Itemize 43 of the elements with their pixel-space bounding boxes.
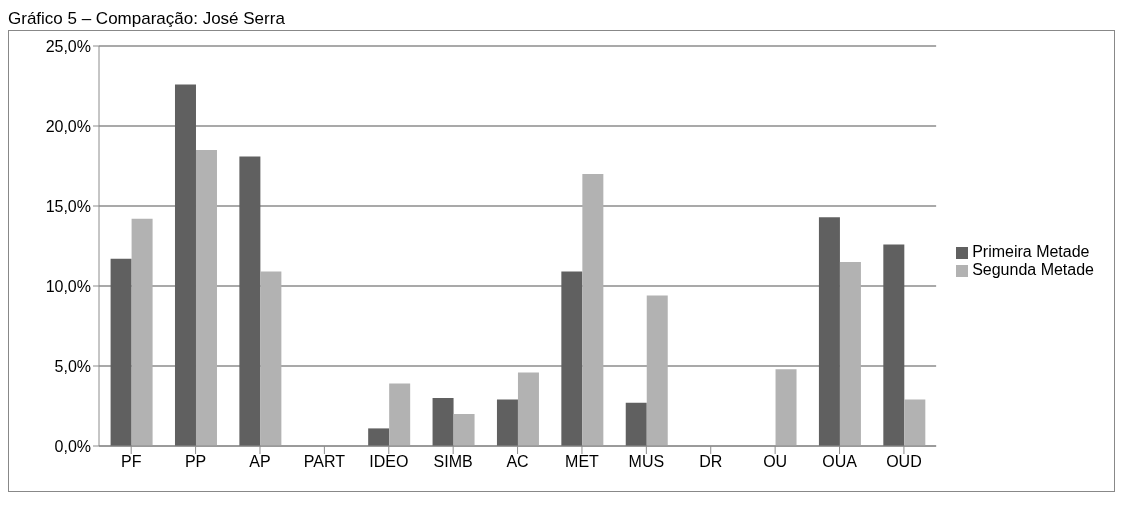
bar	[195, 150, 217, 446]
y-tick-label: 10,0%	[45, 277, 91, 295]
bar	[174, 84, 196, 446]
y-tick-label: 0,0%	[54, 437, 91, 455]
bar	[839, 262, 861, 446]
x-tick-label: MET	[565, 453, 600, 471]
x-tick-label: AP	[249, 453, 271, 471]
x-tick-label: IDEO	[369, 453, 409, 471]
x-tick-label: PP	[184, 453, 207, 471]
legend-label: Primeira Metade	[972, 243, 1090, 260]
x-tick-label: SIMB	[433, 453, 473, 471]
bar	[818, 217, 840, 446]
legend-label: Segunda Metade	[972, 261, 1094, 278]
bar	[239, 156, 261, 446]
x-tick-label: OU	[763, 453, 788, 471]
bar	[432, 398, 454, 446]
y-tick-label: 20,0%	[45, 117, 91, 135]
y-tick-label: 5,0%	[54, 357, 91, 375]
bar	[110, 258, 132, 446]
bar	[496, 399, 518, 446]
y-tick-label: 15,0%	[45, 197, 91, 215]
bar	[389, 383, 411, 446]
x-tick-label: PF	[120, 453, 142, 471]
bar	[904, 399, 926, 446]
bar	[260, 271, 282, 446]
y-tick-label: 25,0%	[45, 37, 91, 55]
x-tick-label: OUA	[822, 453, 858, 471]
x-tick-label: AC	[506, 453, 529, 471]
bar	[646, 295, 668, 446]
bar	[368, 428, 390, 446]
bar	[131, 218, 153, 446]
chart-title: Gráfico 5 – Comparação: José Serra	[8, 8, 286, 30]
bar	[582, 174, 604, 446]
bar	[775, 369, 797, 446]
bar	[453, 414, 475, 446]
x-tick-label: DR	[699, 453, 723, 471]
bar	[561, 271, 583, 446]
bar	[883, 244, 905, 446]
bar	[625, 402, 647, 446]
x-tick-label: MUS	[628, 453, 665, 471]
x-tick-label: PART	[303, 453, 346, 471]
x-tick-label: OUD	[886, 453, 922, 471]
bar	[517, 372, 539, 446]
